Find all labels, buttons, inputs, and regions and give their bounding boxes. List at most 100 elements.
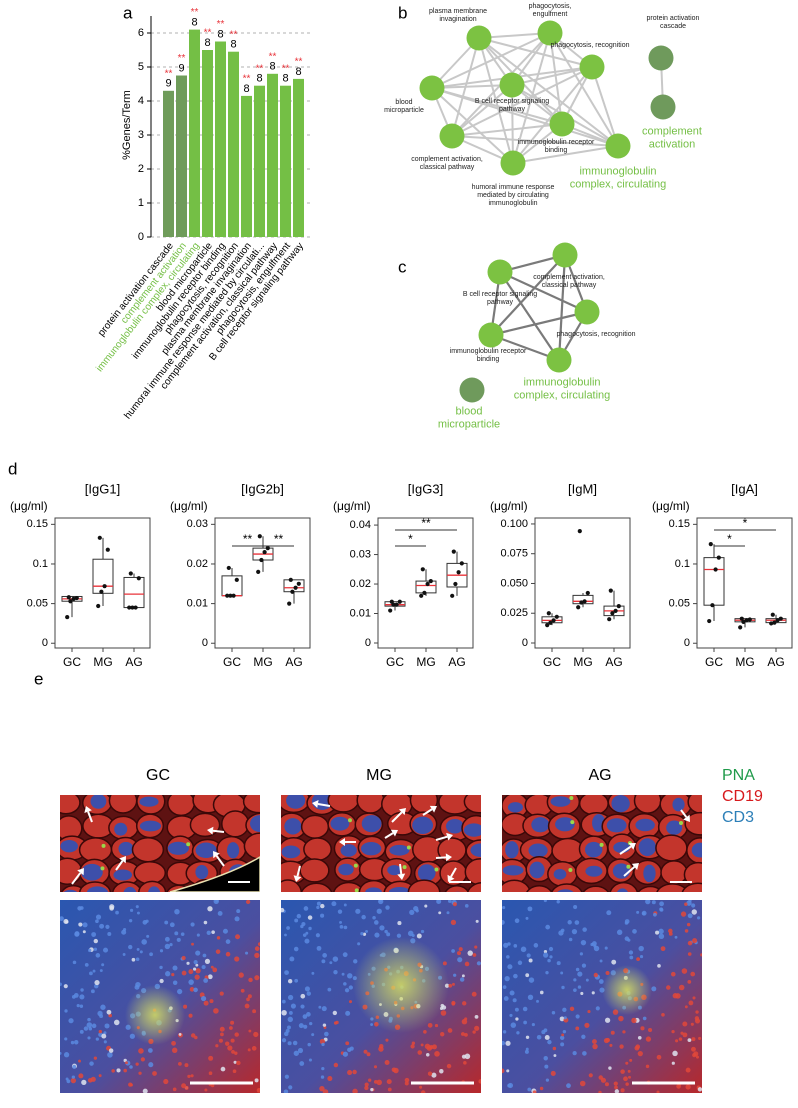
cell-dot	[452, 902, 457, 907]
cell-dot	[164, 920, 169, 925]
cell-dot	[692, 996, 696, 1000]
cell-dot	[329, 961, 333, 965]
cell-nucleus	[195, 864, 209, 880]
data-point	[770, 612, 775, 617]
data-point	[231, 593, 236, 598]
network-edge	[499, 271, 560, 361]
cell-dot	[234, 916, 240, 922]
cell-dot	[645, 900, 651, 905]
network-edge	[431, 87, 619, 147]
cell-dot	[216, 936, 221, 940]
y-tick-label: 1	[138, 197, 144, 209]
cell-dot	[159, 949, 164, 953]
cell-dot	[363, 1049, 368, 1054]
cell-dot	[536, 1034, 542, 1040]
green-speck	[347, 818, 352, 823]
arrow	[619, 845, 632, 855]
cell-dot	[379, 925, 385, 931]
cell-dot	[111, 1069, 115, 1073]
cell-dot	[74, 1040, 79, 1045]
cell-nucleus	[417, 864, 436, 882]
cell-dot	[573, 988, 577, 992]
cell-dot	[86, 1022, 93, 1028]
cell-nucleus	[387, 865, 402, 876]
cell	[167, 795, 196, 817]
network-edge	[591, 66, 619, 147]
network-node	[579, 54, 605, 80]
cell-dot	[629, 955, 634, 960]
y-tick-label: 0.15	[27, 518, 48, 530]
green-speck	[434, 867, 439, 872]
cell-dot	[581, 963, 587, 968]
cell-dot	[553, 1054, 557, 1057]
chart-title: [IgA]	[731, 481, 758, 496]
cell-dot	[188, 1013, 193, 1018]
cell-dot	[397, 921, 402, 926]
cell-dot	[514, 918, 520, 924]
cell-dot	[516, 1031, 520, 1035]
cell-dot	[321, 1067, 325, 1071]
cell-dot	[316, 901, 321, 906]
cell-dot	[164, 943, 171, 950]
legend-entry: CD19	[722, 788, 763, 805]
cell-nucleus	[666, 820, 683, 835]
x-tick-label: GC	[223, 655, 241, 669]
panel-label: e	[34, 669, 43, 688]
cell-dot	[695, 1010, 699, 1014]
cell-dot	[93, 938, 98, 944]
data-point	[234, 577, 239, 582]
cell-nucleus	[113, 869, 133, 881]
data-point	[68, 599, 73, 604]
cell-dot	[193, 960, 198, 965]
cell-dot	[204, 1088, 208, 1092]
cell-dot	[471, 991, 477, 997]
cell-dot	[509, 990, 515, 996]
cell-dot	[592, 1039, 597, 1044]
y-tick-label: 0	[138, 231, 144, 243]
cell	[60, 857, 83, 885]
cell-dot	[423, 1030, 427, 1034]
cell-dot	[109, 905, 115, 911]
network-node	[487, 259, 513, 285]
cell-nucleus	[86, 886, 108, 892]
data-point	[576, 605, 581, 610]
cell-dot	[451, 949, 455, 953]
y-axis-label: %Genes/Term	[121, 90, 133, 160]
bar	[254, 85, 265, 237]
cell-dot	[614, 1089, 620, 1093]
cell	[133, 861, 167, 885]
green-speck	[704, 869, 708, 873]
cell-dot	[697, 916, 701, 920]
cell-dot	[333, 970, 338, 975]
cell-dot	[294, 918, 299, 923]
cell-dot	[234, 1032, 239, 1037]
data-point	[287, 601, 292, 606]
chart-title: [IgG3]	[408, 481, 443, 496]
cell-dot	[213, 900, 219, 905]
micrograph	[60, 900, 260, 1093]
cell-dot	[178, 1061, 182, 1066]
bar	[215, 41, 226, 237]
cell-dot	[543, 1056, 548, 1061]
cell-dot	[591, 941, 597, 946]
data-point	[716, 555, 721, 560]
cell-dot	[322, 953, 327, 958]
cell	[582, 885, 610, 892]
cell	[655, 834, 688, 862]
cell-dot	[684, 1005, 688, 1009]
cell-dot	[691, 909, 697, 915]
cell-dot	[91, 932, 97, 937]
cell-dot	[115, 910, 119, 915]
cell-dot	[640, 1026, 645, 1031]
cell-nucleus	[389, 844, 410, 856]
cell-dot	[599, 959, 603, 963]
cell-dot	[641, 912, 646, 916]
cell-dot	[139, 950, 143, 954]
cell-dot	[549, 955, 553, 959]
arrow-head	[683, 814, 690, 822]
network-node-label: B cell receptor signaling pathway	[462, 290, 538, 306]
cell-dot	[209, 999, 214, 1004]
cell-dot	[225, 939, 231, 944]
cell	[189, 812, 221, 838]
plot-frame	[534, 517, 631, 649]
